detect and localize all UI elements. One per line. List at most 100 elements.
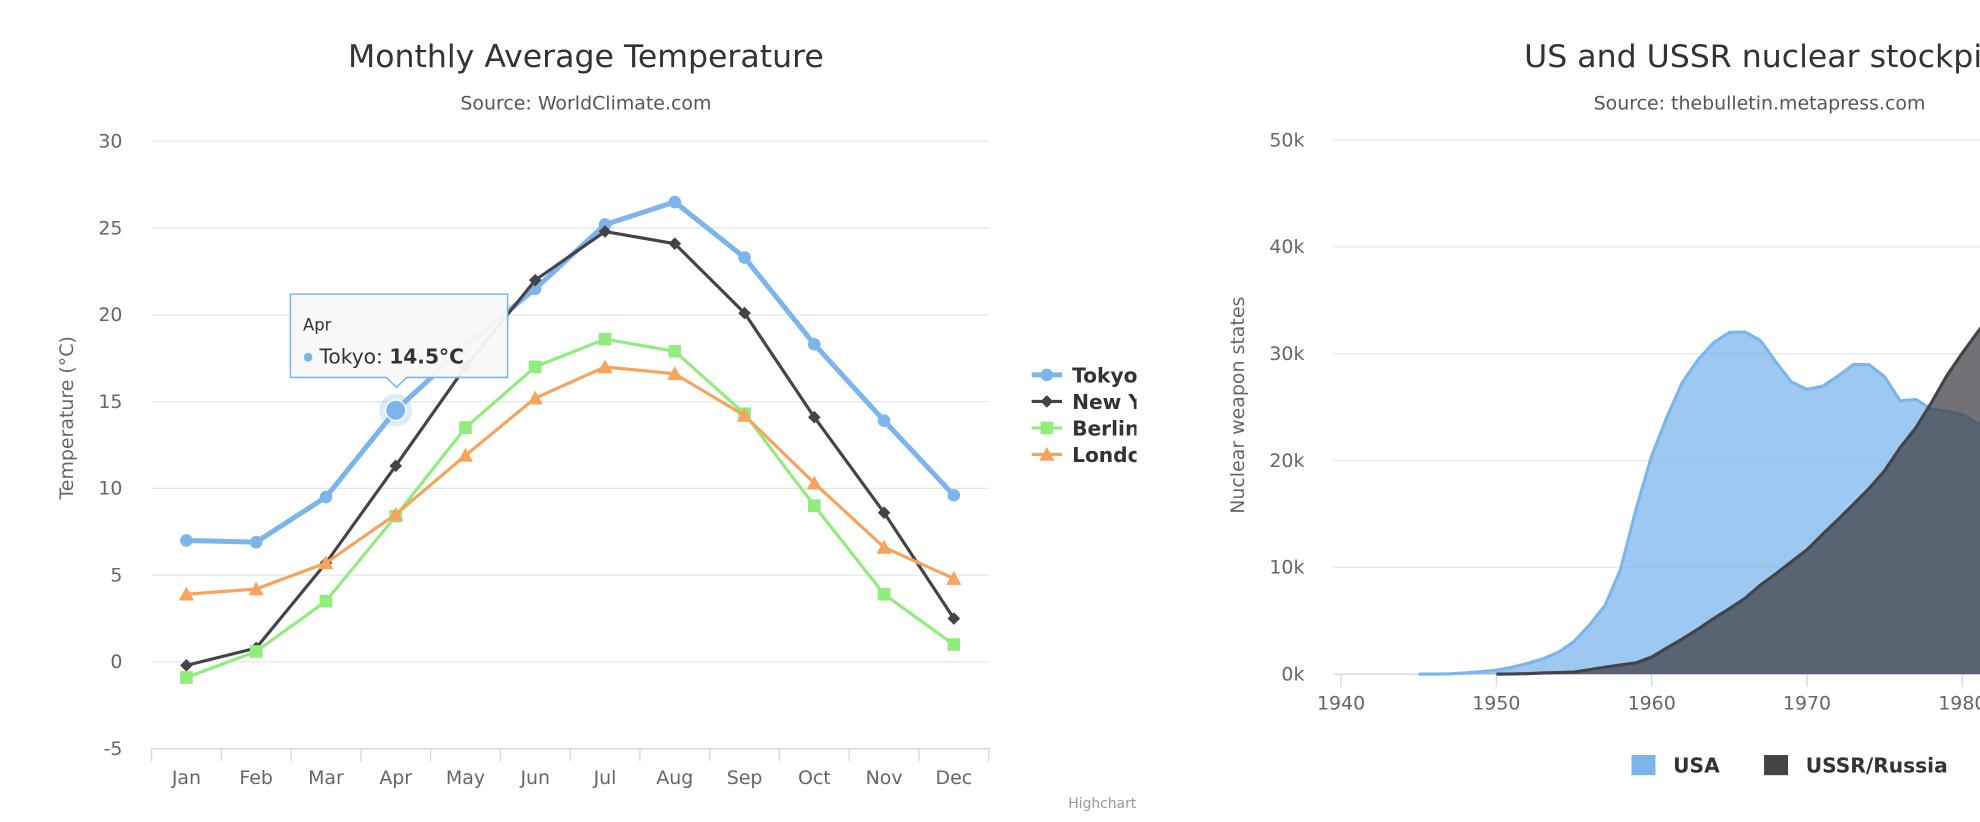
data-point (946, 571, 962, 585)
y-axis-title: Temperature (°C) (56, 336, 78, 500)
data-point (806, 475, 822, 490)
chart-subtitle: Source: thebulletin.metapress.com (1594, 93, 1926, 115)
y-tick-label: 10 (98, 478, 122, 500)
legend-square-icon (1040, 421, 1054, 435)
y-axis-title: Nuclear weapon states (1227, 297, 1249, 514)
y-tick-label: 10k (1269, 557, 1304, 579)
data-point (528, 360, 542, 374)
x-tick-label: Oct (798, 767, 831, 789)
data-point (877, 587, 891, 601)
x-tick-label: Nov (866, 767, 903, 789)
x-tick-label: Aug (656, 767, 693, 789)
data-point (668, 195, 682, 209)
legend-item-berlin[interactable]: Berlin (1031, 417, 1140, 441)
series-london (178, 359, 962, 601)
y-tick-label: 20 (98, 304, 122, 326)
data-point (876, 539, 892, 554)
x-tick-label: Jun (519, 767, 550, 789)
x-tick-label: Apr (379, 767, 412, 789)
chart-subtitle: Source: WorldClimate.com (460, 93, 711, 115)
x-tick-label: Jan (171, 767, 201, 789)
data-point (457, 447, 474, 462)
legend-item-new-york[interactable]: New York (1031, 390, 1179, 414)
x-tick-label: 1980 (1938, 693, 1980, 715)
x-tick-label: 1940 (1317, 693, 1365, 715)
data-point (598, 218, 612, 231)
y-tick-label: 50k (1269, 129, 1304, 151)
tooltip-value: 14.5°C (389, 345, 464, 369)
data-point (388, 506, 404, 521)
data-point (667, 366, 683, 381)
data-point (249, 535, 263, 549)
y-tick-label: 15 (98, 391, 122, 413)
series-line (186, 365, 955, 596)
legend-square-icon (1631, 754, 1656, 776)
x-tick-label: May (446, 767, 485, 789)
y-tick-label: 25 (98, 217, 122, 239)
data-point (249, 645, 263, 658)
data-point (877, 506, 891, 519)
tooltip: Apr Tokyo: 14.5°C (289, 293, 509, 389)
data-point (180, 534, 193, 547)
data-point (808, 338, 821, 351)
legend-square-icon (1764, 754, 1789, 776)
series-ussr-russia (1496, 326, 1980, 676)
data-point (877, 414, 891, 428)
x-tick-label: Dec (936, 767, 973, 789)
x-tick-label: Sep (727, 767, 763, 789)
data-point (598, 332, 612, 346)
legend-item-ussr-russia[interactable]: USSR/Russia (1764, 754, 1948, 778)
legend-label: USSR/Russia (1806, 754, 1948, 778)
legend-item-tokyo[interactable]: Tokyo (1031, 363, 1138, 387)
series-line (1496, 326, 1980, 676)
x-tick-label: Jul (593, 767, 617, 789)
y-tick-label: 5 (110, 564, 122, 586)
temperature-chart: Monthly Average Temperature Source: Worl… (56, 39, 1179, 812)
data-point (947, 612, 961, 625)
legend-item-usa[interactable]: USA (1631, 754, 1720, 778)
data-point (808, 410, 821, 424)
tooltip-series-label: Tokyo: (318, 345, 389, 369)
legend-label: Tokyo (1072, 363, 1137, 387)
data-point (459, 421, 472, 434)
nuclear-stockpile-chart: US and USSR nuclear stockpiles Source: t… (1227, 39, 1980, 778)
x-tick-label: 1950 (1472, 693, 1520, 715)
legend-label: New York (1072, 390, 1179, 414)
series-line (185, 337, 955, 680)
data-point (527, 390, 543, 405)
y-tick-label: 0k (1281, 663, 1304, 685)
legend-diamond-icon (1040, 395, 1054, 408)
series-new-york (180, 225, 961, 672)
legend-label: USA (1673, 754, 1720, 778)
data-point (178, 586, 194, 601)
x-tick-label: Feb (239, 767, 273, 789)
data-point (598, 225, 612, 238)
data-point (947, 638, 961, 651)
data-point (180, 671, 193, 684)
data-point (808, 499, 821, 513)
credits-link[interactable]: Highcharts.com (1068, 796, 1177, 812)
y-tick-label: 30 (98, 131, 122, 153)
series-line (1418, 330, 1980, 676)
svg-text:Tokyo: 14.5°C: Tokyo: 14.5°C (318, 345, 463, 369)
x-tick-label: 1960 (1628, 693, 1676, 715)
tooltip-category: Apr (303, 316, 332, 335)
data-point (318, 555, 334, 570)
data-point (319, 594, 333, 608)
legend-label: Berlin (1072, 417, 1139, 441)
x-tick-label: 1970 (1783, 693, 1831, 715)
data-point (738, 251, 751, 264)
legend-item-london[interactable]: London (1031, 443, 1156, 467)
y-tick-label: 20k (1269, 450, 1304, 472)
data-point (597, 359, 613, 374)
data-point (736, 407, 753, 422)
x-tick-label: Mar (308, 767, 344, 789)
legend-triangle-icon (1039, 446, 1055, 461)
y-tick-label: 40k (1269, 236, 1304, 258)
data-point (668, 237, 682, 250)
legend-label: London (1072, 443, 1156, 467)
chart-title: US and USSR nuclear stockpiles (1524, 39, 1980, 75)
data-point (389, 459, 403, 473)
y-tick-label: 0 (110, 651, 122, 673)
